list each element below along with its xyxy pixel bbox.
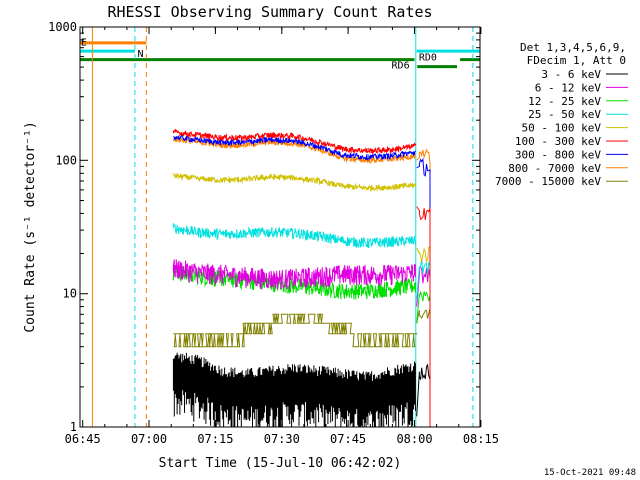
series-path-8: [173, 308, 431, 427]
legend-label-3: 25 - 50 keV: [528, 108, 601, 121]
x-tick-label-2: 07:15: [197, 432, 233, 446]
legend: Det 1,3,4,5,6,9, FDecim 1, Att 0 3 - 6 k…: [495, 41, 628, 188]
legend-label-7: 800 - 7000 keV: [508, 162, 601, 175]
series-path-5: [172, 128, 431, 427]
series-path-6: [173, 134, 431, 427]
chart-title: RHESSI Observing Summary Count Rates: [107, 3, 432, 21]
series-12-to-25keV-trace: [172, 265, 431, 427]
legend-label-1: 6 - 12 keV: [535, 81, 602, 94]
y-axis-label: Count Rate (s⁻¹ detector⁻¹): [23, 121, 38, 332]
x-tick-label-5: 08:00: [396, 432, 432, 446]
x-tick-label-6: 08:15: [463, 432, 499, 446]
axes: 06:45 07:00 07:15 07:30 07:45 08:00 08:15 1 10 10…: [48, 20, 499, 446]
series-path-2: [172, 265, 431, 427]
series-3-to-6keV-trace: [172, 352, 431, 427]
x-tick-label-0: 06:45: [65, 432, 101, 446]
series-800-to-7000keV-trace: [172, 136, 431, 427]
y-tick-label-2: 100: [55, 153, 77, 167]
x-tick-label-3: 07:30: [264, 432, 300, 446]
series-path-7: [172, 136, 431, 427]
series-path-4: [172, 172, 431, 427]
x-tick-label-4: 07:45: [330, 432, 366, 446]
annotation-rd6: RD6: [392, 60, 410, 71]
legend-header-line-1: Det 1,3,4,5,6,9,: [520, 41, 626, 54]
legend-label-0: 3 - 6 keV: [541, 68, 601, 81]
legend-label-2: 12 - 25 keV: [528, 95, 601, 108]
x-tick-label-1: 07:00: [131, 432, 167, 446]
legend-label-5: 100 - 300 keV: [515, 135, 601, 148]
x-axis-label: Start Time (15-Jul-10 06:42:02): [159, 456, 402, 471]
annotation-e: E: [81, 37, 87, 48]
y-tick-label-0: 1: [70, 420, 77, 434]
timestamp: 15-Oct-2021 09:48: [544, 468, 636, 478]
annotation-rd0: RD0: [419, 53, 437, 64]
legend-label-4: 50 - 100 keV: [522, 122, 602, 135]
annotation-n: N: [138, 49, 144, 60]
y-tick-label-1: 10: [63, 287, 77, 301]
series-100-to-300keV-trace: [172, 128, 431, 427]
series-path-0: [172, 352, 431, 427]
plot-frame: [79, 26, 481, 428]
legend-header-line-2: FDecim 1, Att 0: [527, 54, 626, 67]
series-300-to-800keV-trace: [173, 134, 431, 427]
series-25-to-50keV-trace: [172, 223, 431, 427]
series-path-3: [172, 223, 431, 427]
series-7000-to-15000keV-trace: [173, 308, 431, 427]
plot-content: E N RD0 RD6: [80, 27, 480, 427]
legend-label-6: 300 - 800 keV: [515, 148, 601, 161]
y-tick-label-3: 1000: [48, 20, 77, 34]
legend-label-8: 7000 - 15000 keV: [495, 175, 601, 188]
series-50-to-100keV-trace: [172, 172, 431, 427]
